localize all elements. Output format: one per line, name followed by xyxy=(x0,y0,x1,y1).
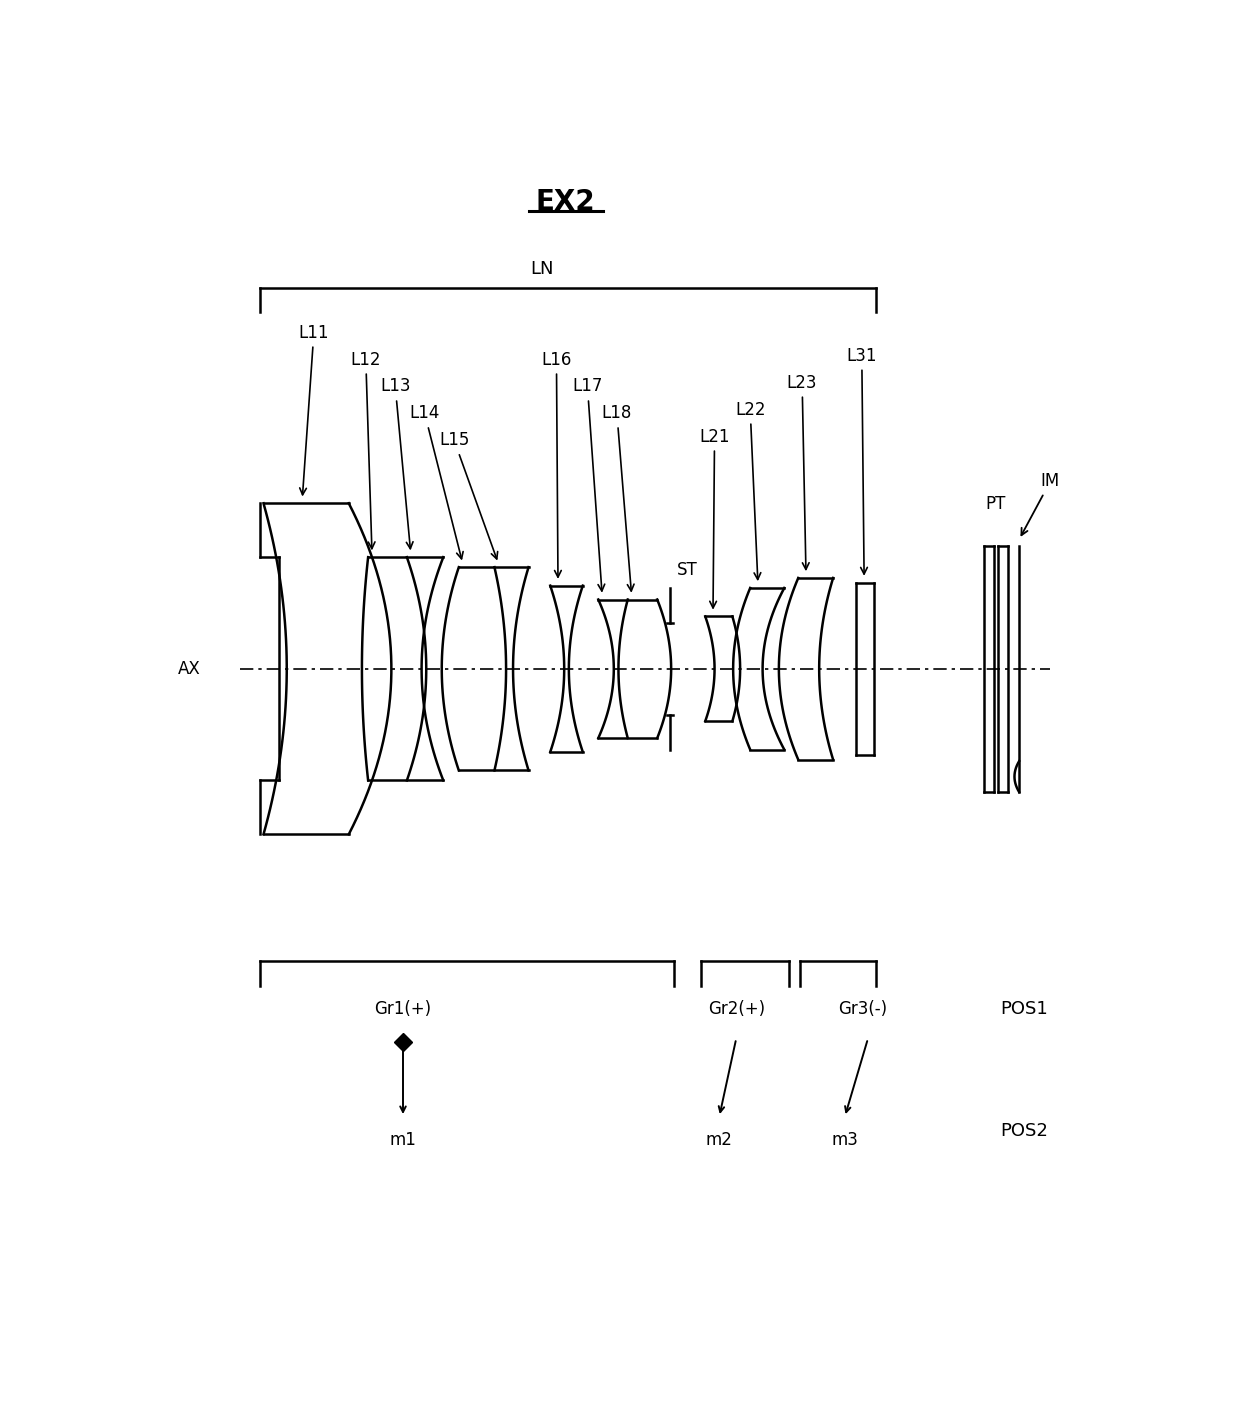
Text: Gr2(+): Gr2(+) xyxy=(708,1000,765,1017)
Text: L18: L18 xyxy=(601,404,634,590)
Text: L16: L16 xyxy=(542,351,572,578)
Text: L23: L23 xyxy=(787,373,817,569)
Text: L12: L12 xyxy=(351,351,381,548)
Text: PT: PT xyxy=(986,496,1006,513)
Text: ST: ST xyxy=(677,561,697,579)
Text: L15: L15 xyxy=(439,431,497,559)
Text: L31: L31 xyxy=(847,347,877,573)
Text: m1: m1 xyxy=(389,1131,417,1148)
Text: L11: L11 xyxy=(299,324,329,495)
Text: Gr3(-): Gr3(-) xyxy=(838,1000,888,1017)
Text: POS1: POS1 xyxy=(999,1000,1048,1017)
Text: IM: IM xyxy=(1022,472,1060,535)
Text: L14: L14 xyxy=(409,404,463,559)
Text: L13: L13 xyxy=(379,378,413,548)
Text: POS2: POS2 xyxy=(999,1122,1048,1140)
Text: L22: L22 xyxy=(735,400,765,579)
Text: L21: L21 xyxy=(699,427,730,607)
Text: EX2: EX2 xyxy=(536,187,595,216)
Text: L17: L17 xyxy=(573,378,605,590)
Text: Gr1(+): Gr1(+) xyxy=(374,1000,432,1017)
Text: m3: m3 xyxy=(831,1131,858,1148)
Text: m2: m2 xyxy=(706,1131,733,1148)
Text: LN: LN xyxy=(531,259,554,278)
Text: AX: AX xyxy=(179,659,201,678)
